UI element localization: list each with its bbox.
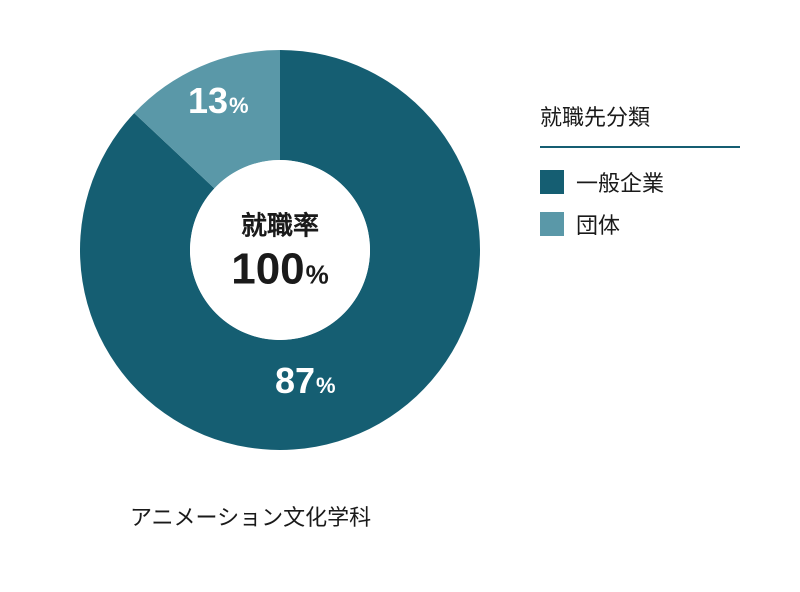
legend-label: 団体 xyxy=(576,208,620,240)
legend-item: 一般企業 xyxy=(540,166,740,198)
donut-center: 就職率 100% xyxy=(231,206,329,295)
donut-chart: 就職率 100% 13% 87% xyxy=(80,50,480,450)
legend-label: 一般企業 xyxy=(576,166,664,198)
legend-swatch xyxy=(540,212,564,236)
legend-item: 団体 xyxy=(540,208,740,240)
slice-value-label: 87% xyxy=(275,360,336,402)
legend: 就職先分類 一般企業団体 xyxy=(540,100,740,250)
center-label: 就職率 xyxy=(231,206,329,243)
center-value: 100 xyxy=(231,245,304,294)
legend-title: 就職先分類 xyxy=(540,100,740,148)
legend-swatch xyxy=(540,170,564,194)
chart-caption: アニメーション文化学科 xyxy=(130,500,371,532)
center-pct-symbol: % xyxy=(306,260,329,290)
slice-value-label: 13% xyxy=(188,80,249,122)
